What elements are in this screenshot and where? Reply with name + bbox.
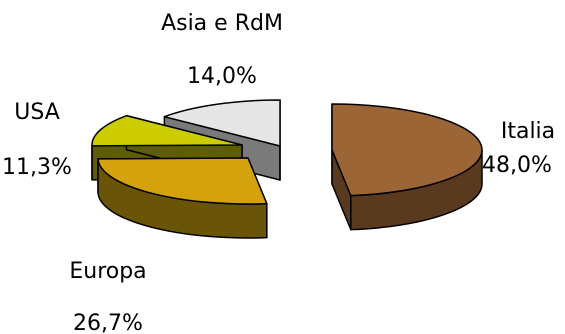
slice-label-usa: USA <box>14 100 60 125</box>
slice-value-asia-e-rdm: 14,0% <box>187 64 257 89</box>
slice-top-face <box>97 157 268 205</box>
slice-value-italia: 48,0% <box>482 153 552 178</box>
pie-slice-europa <box>97 157 268 239</box>
slice-value-europa: 26,7% <box>73 311 143 334</box>
slice-label-asia-e-rdm: Asia e RdM <box>161 11 283 36</box>
slice-top-face <box>331 103 483 197</box>
pie-slice-italia <box>331 103 483 231</box>
slice-label-italia: Italia <box>501 119 555 144</box>
slice-top-face <box>163 99 281 147</box>
slice-label-europa: Europa <box>69 259 146 284</box>
slice-top-face <box>91 114 243 147</box>
slice-value-usa: 11,3% <box>2 155 72 180</box>
